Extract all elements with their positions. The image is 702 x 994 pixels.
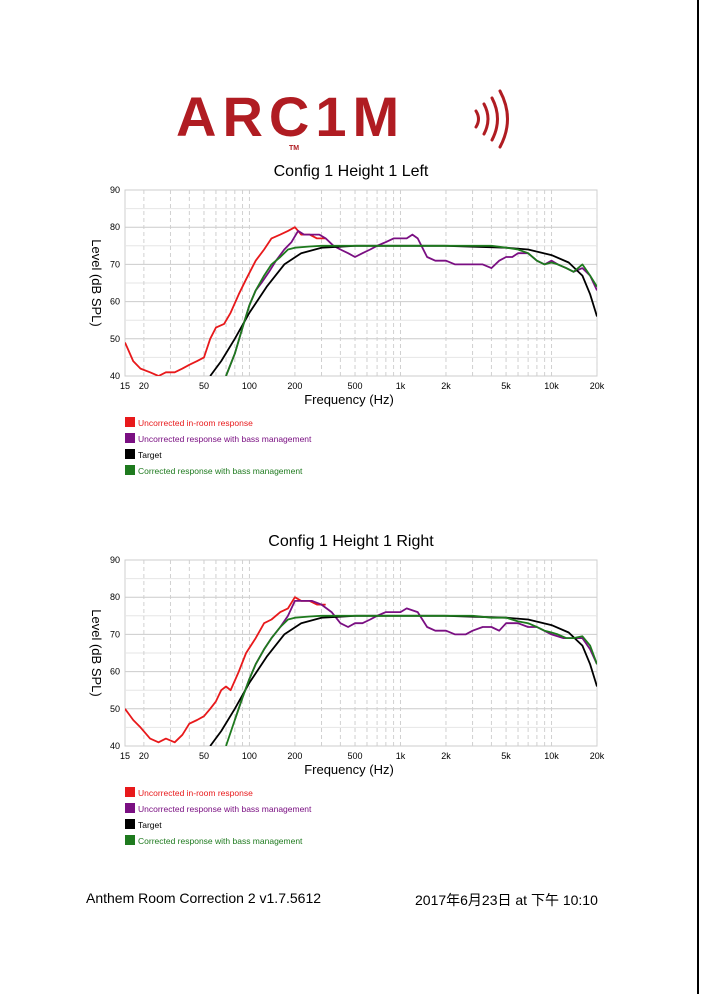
y-tick-label: 80 <box>110 592 120 602</box>
x-tick-label: 5k <box>501 751 511 761</box>
x-tick-label: 20k <box>590 381 605 391</box>
legend-swatch <box>125 417 135 427</box>
x-tick-label: 50 <box>199 751 209 761</box>
legend-swatch <box>125 787 135 797</box>
y-tick-label: 40 <box>110 371 120 381</box>
legend-swatch <box>125 449 135 459</box>
legend-swatch <box>125 835 135 845</box>
x-tick-label: 15 <box>120 751 130 761</box>
logo-text: ARC1M <box>176 86 405 148</box>
legend-label: Uncorrected response with bass managemen… <box>138 804 312 814</box>
y-tick-label: 40 <box>110 741 120 751</box>
y-tick-label: 60 <box>110 297 120 307</box>
y-tick-label: 60 <box>110 667 120 677</box>
series-line-uncorrected-in-room-response <box>125 596 326 744</box>
chart-height1-left: Config 1 Height 1 Left 40 50 60 70 80 90 15 20 50… <box>89 163 605 476</box>
legend-label: Corrected response with bass management <box>138 836 303 846</box>
x-tick-label: 500 <box>348 751 363 761</box>
x-tick-label: 50 <box>199 381 209 391</box>
legend-label: Uncorrected response with bass managemen… <box>138 434 312 444</box>
y-tick-label: 70 <box>110 629 120 639</box>
x-tick-label: 1k <box>396 381 406 391</box>
legend-label: Uncorrected in-room response <box>138 788 253 798</box>
legend-label: Corrected response with bass management <box>138 466 303 476</box>
x-tick-label: 100 <box>242 751 257 761</box>
x-tick-label: 1k <box>396 751 406 761</box>
series-line-uncorrected-in-room-response <box>125 226 326 376</box>
x-tick-label: 10k <box>544 751 559 761</box>
chart-height1-right: Config 1 Height 1 Right 40 50 60 70 80 90 15 20 5… <box>89 533 605 846</box>
series-line-corrected-response-with-bass-management <box>225 244 597 376</box>
series-line-uncorrected-response-with-bass-management <box>233 600 597 721</box>
x-axis-label: Frequency (Hz) <box>304 392 394 407</box>
y-tick-label: 90 <box>110 555 120 565</box>
y-tick-label: 80 <box>110 222 120 232</box>
x-tick-label: 200 <box>287 751 302 761</box>
y-tick-label: 90 <box>110 185 120 195</box>
legend-swatch <box>125 465 135 475</box>
page-border <box>697 0 699 994</box>
legend-label: Uncorrected in-room response <box>138 418 253 428</box>
y-tick-label: 70 <box>110 259 120 269</box>
report-datetime: 2017年6月23日 at 下午 10:10 <box>415 892 598 908</box>
x-tick-label: 2k <box>441 751 451 761</box>
x-tick-label: 15 <box>120 381 130 391</box>
x-tick-label: 5k <box>501 381 511 391</box>
y-axis-label: Level (dB SPL) <box>89 609 104 696</box>
x-tick-label: 200 <box>287 381 302 391</box>
legend-label: Target <box>138 450 162 460</box>
y-tick-label: 50 <box>110 704 120 714</box>
legend-swatch <box>125 803 135 813</box>
legend-swatch <box>125 433 135 443</box>
arc-logo: ARC1M TM <box>176 86 509 152</box>
x-tick-label: 20k <box>590 751 605 761</box>
x-tick-label: 20 <box>139 381 149 391</box>
logo-trademark: TM <box>289 145 299 152</box>
x-tick-label: 2k <box>441 381 451 391</box>
app-version-text: Anthem Room Correction 2 v1.7.5612 <box>86 890 322 906</box>
x-tick-label: 100 <box>242 381 257 391</box>
x-tick-label: 500 <box>348 381 363 391</box>
y-tick-label: 50 <box>110 334 120 344</box>
chart-title: Config 1 Height 1 Right <box>268 533 434 550</box>
chart-title: Config 1 Height 1 Left <box>274 163 429 180</box>
x-axis-label: Frequency (Hz) <box>304 762 394 777</box>
sound-waves-icon <box>474 89 509 149</box>
legend-label: Target <box>138 820 162 830</box>
series-line-corrected-response-with-bass-management <box>225 614 597 746</box>
x-tick-label: 10k <box>544 381 559 391</box>
y-axis-label: Level (dB SPL) <box>89 239 104 326</box>
x-tick-label: 20 <box>139 751 149 761</box>
legend-swatch <box>125 819 135 829</box>
